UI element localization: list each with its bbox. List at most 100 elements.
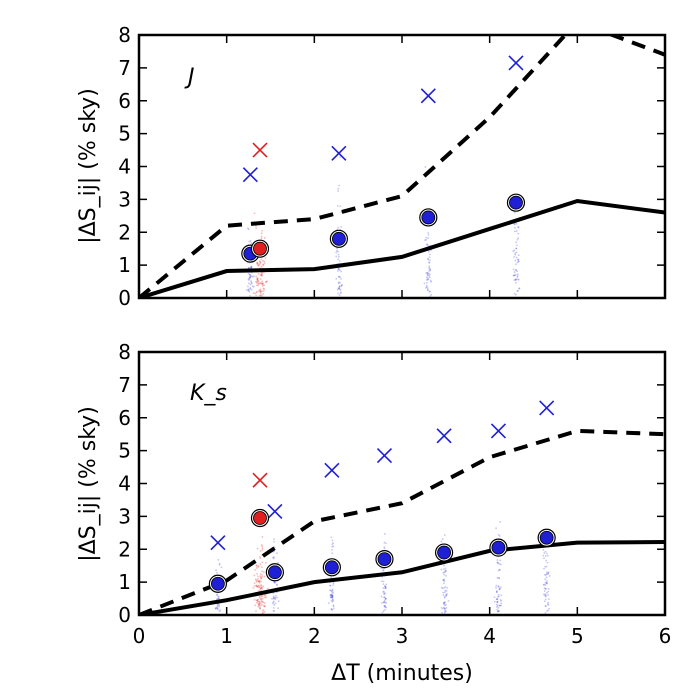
scatter-dot-blue — [382, 601, 385, 604]
scatter-dot-blue — [547, 572, 550, 575]
scatter-dot-blue — [512, 268, 515, 271]
scatter-dot-red — [256, 261, 259, 264]
scatter-dot-red — [260, 282, 263, 285]
scatter-dot-red — [260, 595, 263, 598]
scatter-dot-blue — [331, 552, 334, 555]
scatter-dot-blue — [495, 598, 498, 601]
scatter-dot-red — [262, 264, 265, 266]
scatter-dot-blue — [512, 250, 515, 253]
scatter-dot-blue — [329, 595, 332, 598]
scatter-dot-blue — [271, 602, 274, 605]
scatter-dot-red — [256, 599, 259, 602]
scatter-dot-red — [253, 598, 256, 601]
scatter-dot-blue — [498, 587, 501, 590]
scatter-dot-red — [261, 259, 264, 262]
cross-marker-blue — [267, 503, 283, 520]
scatter-dot-blue — [248, 278, 251, 281]
scatter-dot-blue — [249, 276, 252, 279]
scatter-dot-blue — [427, 272, 430, 275]
scatter-dot-blue — [543, 573, 546, 576]
scatter-dot-blue — [383, 541, 386, 544]
scatter-dot-blue — [425, 278, 428, 281]
scatter-dot-blue — [443, 534, 446, 536]
scatter-dot-blue — [383, 604, 386, 607]
scatter-dot-red — [263, 602, 266, 605]
x-tick-label: 4 — [483, 624, 496, 648]
scatter-dot-blue — [500, 599, 503, 602]
scatter-dot-red — [261, 594, 264, 597]
scatter-dot-blue — [273, 540, 276, 543]
scatter-dot-blue — [337, 287, 340, 290]
scatter-dot-blue — [250, 265, 253, 268]
scatter-dot-blue — [217, 558, 220, 561]
scatter-dot-red — [261, 545, 264, 548]
scatter-dot-blue — [338, 268, 340, 270]
scatter-dot-blue — [426, 272, 429, 275]
scatter-dot-blue — [447, 599, 450, 602]
scatter-dot-blue — [272, 595, 275, 598]
scatter-dot-red — [259, 598, 262, 601]
y-tick-label: 5 — [118, 122, 131, 146]
scatter-dot-blue — [337, 287, 340, 290]
scatter-dot-red — [261, 587, 263, 590]
scatter-dot-blue — [429, 290, 432, 293]
scatter-dot-blue — [331, 589, 334, 592]
scatter-dot-blue — [335, 277, 338, 280]
scatter-dot-blue — [383, 593, 386, 595]
scatter-dot-blue — [250, 242, 253, 244]
scatter-dot-red — [265, 280, 268, 283]
scatter-dot-red — [257, 264, 259, 267]
scatter-dot-blue — [424, 166, 427, 168]
scatter-dot-blue — [546, 592, 548, 594]
scatter-dot-blue — [513, 279, 516, 281]
scatter-dot-blue — [443, 591, 446, 594]
scatter-dot-blue — [544, 594, 546, 597]
scatter-dot-blue — [515, 268, 517, 271]
scatter-dot-blue — [443, 603, 445, 605]
scatter-dot-blue — [445, 593, 447, 596]
scatter-dot-blue — [329, 584, 332, 587]
scatter-dot-red — [263, 594, 266, 597]
scatter-dot-blue — [249, 239, 252, 242]
scatter-dot-blue — [272, 596, 275, 599]
scatter-dot-blue — [497, 595, 500, 598]
scatter-dot-blue — [330, 608, 333, 610]
scatter-dot-blue — [542, 549, 545, 551]
scatter-dot-blue — [445, 603, 448, 606]
scatter-dot-blue — [496, 610, 499, 613]
scatter-dot-red — [258, 580, 261, 583]
scatter-dot-red — [261, 282, 264, 285]
scatter-dot-blue — [543, 587, 546, 590]
scatter-dot-red — [260, 232, 263, 235]
circle-marker-red — [250, 508, 270, 528]
scatter-dot-red — [259, 602, 262, 605]
scatter-dot-blue — [427, 232, 430, 234]
scatter-dot-red — [259, 282, 262, 284]
scatter-dot-blue — [546, 610, 548, 613]
scatter-dot-red — [255, 564, 258, 567]
scatter-dot-blue — [383, 600, 386, 603]
circle-marker-blue — [537, 528, 556, 547]
scatter-dot-blue — [517, 260, 520, 263]
scatter-dot-red — [256, 281, 258, 284]
scatter-dot-red — [260, 584, 263, 586]
scatter-dot-blue — [516, 274, 519, 277]
scatter-dot-red — [260, 587, 263, 590]
scatter-dot-red — [260, 272, 263, 274]
scatter-dot-red — [258, 589, 260, 592]
scatter-dot-red — [258, 603, 261, 606]
scatter-dot-blue — [544, 588, 547, 590]
scatter-dot-blue — [499, 586, 502, 589]
scatter-dot-blue — [514, 278, 517, 281]
scatter-dot-blue — [517, 232, 520, 235]
scatter-dot-blue — [274, 598, 277, 601]
scatter-dot-red — [258, 289, 261, 292]
scatter-dot-red — [263, 236, 266, 239]
scatter-dot-blue — [426, 281, 428, 284]
scatter-dot-red — [260, 235, 263, 238]
scatter-dot-blue — [514, 253, 517, 256]
scatter-dot-blue — [217, 596, 220, 598]
scatter-dot-red — [261, 274, 263, 277]
scatter-dot-blue — [384, 542, 387, 545]
scatter-dot-red — [258, 579, 261, 582]
